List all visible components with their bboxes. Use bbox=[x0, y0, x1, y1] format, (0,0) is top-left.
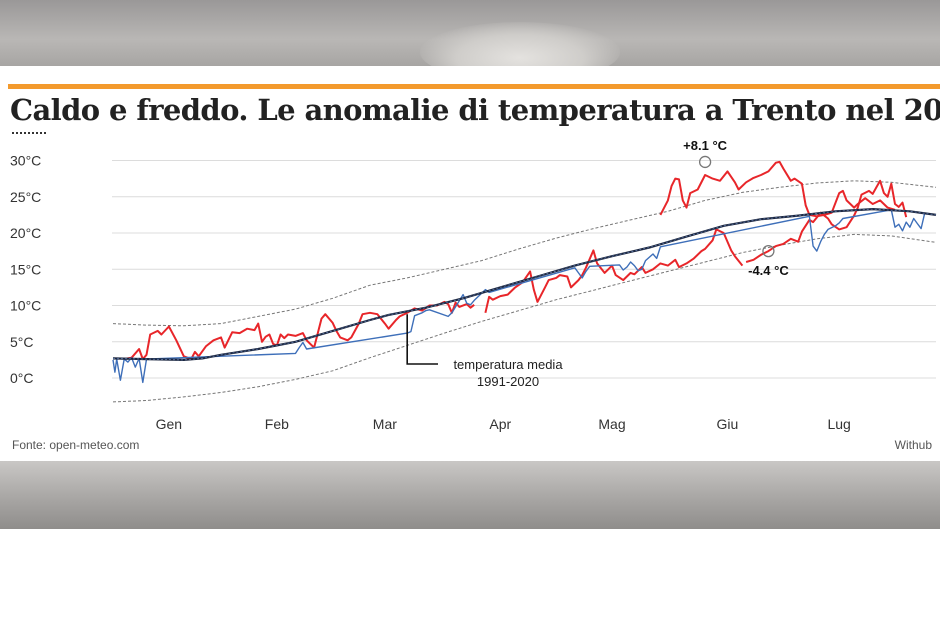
x-tick-label: Lug bbox=[827, 416, 850, 432]
series-line-0 bbox=[124, 300, 475, 361]
background-photo-top bbox=[0, 0, 940, 82]
chart-title: Caldo e freddo. Le anomalie di temperatu… bbox=[10, 93, 940, 127]
chart-card: Caldo e freddo. Le anomalie di temperatu… bbox=[4, 66, 940, 461]
annotations: +8.1 °C -4.4 °C bbox=[683, 138, 789, 278]
annotation-marker-1 bbox=[762, 244, 775, 258]
y-tick-label: 10°C bbox=[10, 298, 41, 314]
average-label-line1: temperatura media bbox=[453, 357, 563, 372]
average-line-group: temperatura media 1991-2020 bbox=[112, 207, 937, 389]
source-note: Fonte: open-meteo.com bbox=[12, 438, 140, 452]
x-tick-label: Giu bbox=[717, 416, 739, 432]
annotation-label-1: -4.4 °C bbox=[748, 263, 789, 278]
x-tick-label: Apr bbox=[489, 416, 511, 432]
average-label-line2: 1991-2020 bbox=[477, 374, 539, 389]
gridlines bbox=[112, 160, 936, 379]
series-line-4 bbox=[112, 209, 926, 384]
upper-band-line bbox=[112, 180, 937, 327]
y-tick-label: 30°C bbox=[10, 153, 41, 169]
series-line-2 bbox=[745, 179, 908, 263]
credit-note: Withub bbox=[894, 438, 932, 452]
x-tick-label: Mar bbox=[373, 416, 397, 432]
y-tick-label: 20°C bbox=[10, 225, 41, 241]
annotation-label-0: +8.1 °C bbox=[683, 138, 727, 153]
y-tick-label: 25°C bbox=[10, 189, 41, 205]
axis-ticks: 0°C 5°C 10°C 15°C 20°C 25°C 30°C Gen Feb Mar Apr Ma… bbox=[10, 153, 851, 433]
annotation-marker-0 bbox=[698, 155, 712, 169]
normal-range-bands bbox=[112, 180, 937, 403]
x-tick-label: Feb bbox=[265, 416, 289, 432]
y-tick-label: 5°C bbox=[10, 334, 34, 350]
chart-plot: 0°C 5°C 10°C 15°C 20°C 25°C 30°C Gen Feb Mar Apr Ma… bbox=[10, 138, 937, 433]
y-tick-label: 0°C bbox=[10, 370, 34, 386]
accent-bar bbox=[8, 84, 940, 89]
background-photo-bottom bbox=[0, 461, 940, 529]
x-tick-label: Mag bbox=[598, 416, 625, 432]
series-line-3 bbox=[659, 160, 896, 218]
average-line-highlight bbox=[112, 208, 937, 361]
temperature-series bbox=[112, 160, 926, 384]
title-underline-dots bbox=[12, 132, 46, 134]
average-line bbox=[112, 207, 937, 362]
average-label-leader bbox=[406, 314, 438, 365]
y-tick-label: 15°C bbox=[10, 261, 41, 277]
x-tick-label: Gen bbox=[156, 416, 182, 432]
series-line-1 bbox=[484, 228, 744, 314]
